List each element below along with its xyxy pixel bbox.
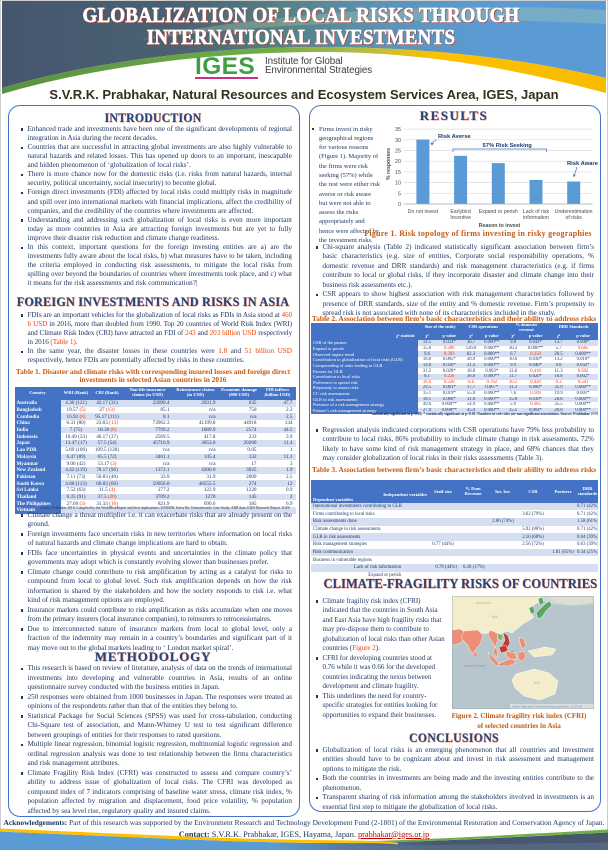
- svg-text:Reason to invest: Reason to invest: [479, 223, 521, 229]
- svg-text:Risk Averse: Risk Averse: [438, 134, 472, 140]
- svg-text:Expand or perish: Expand or perish: [479, 209, 518, 215]
- svg-text:of risks: of risks: [565, 215, 582, 221]
- svg-text:Underestimation: Underestimation: [555, 209, 593, 215]
- svg-text:10: 10: [395, 181, 401, 187]
- svg-text:N/A: N/A: [534, 681, 540, 685]
- svg-text:15: 15: [395, 170, 401, 176]
- svg-text:Lack of risk: Lack of risk: [523, 209, 550, 215]
- svg-text:57% Risk Seeking: 57% Risk Seeking: [483, 143, 533, 149]
- svg-text:Earlybird: Earlybird: [450, 209, 471, 215]
- svg-text:MONGOLIA: MONGOLIA: [476, 601, 491, 605]
- svg-text:Do not invest: Do not invest: [408, 209, 439, 215]
- svg-text:N/A: N/A: [492, 615, 498, 619]
- svg-text:Incentive: Incentive: [450, 215, 471, 221]
- svg-text:Leaflet | Map data © OpenStree: Leaflet | Map data © OpenStreetMap contr…: [512, 705, 583, 709]
- svg-text:% responses: % responses: [386, 148, 392, 180]
- svg-text:25: 25: [395, 149, 401, 155]
- svg-text:Risk Aware: Risk Aware: [567, 161, 599, 167]
- svg-text:Indian Ocean: Indian Ocean: [464, 664, 485, 668]
- svg-text:5: 5: [398, 191, 401, 197]
- svg-text:information: information: [523, 215, 549, 221]
- svg-text:30: 30: [395, 138, 401, 144]
- svg-text:20: 20: [395, 159, 401, 165]
- svg-text:0: 0: [398, 202, 401, 208]
- svg-text:35: 35: [395, 127, 401, 133]
